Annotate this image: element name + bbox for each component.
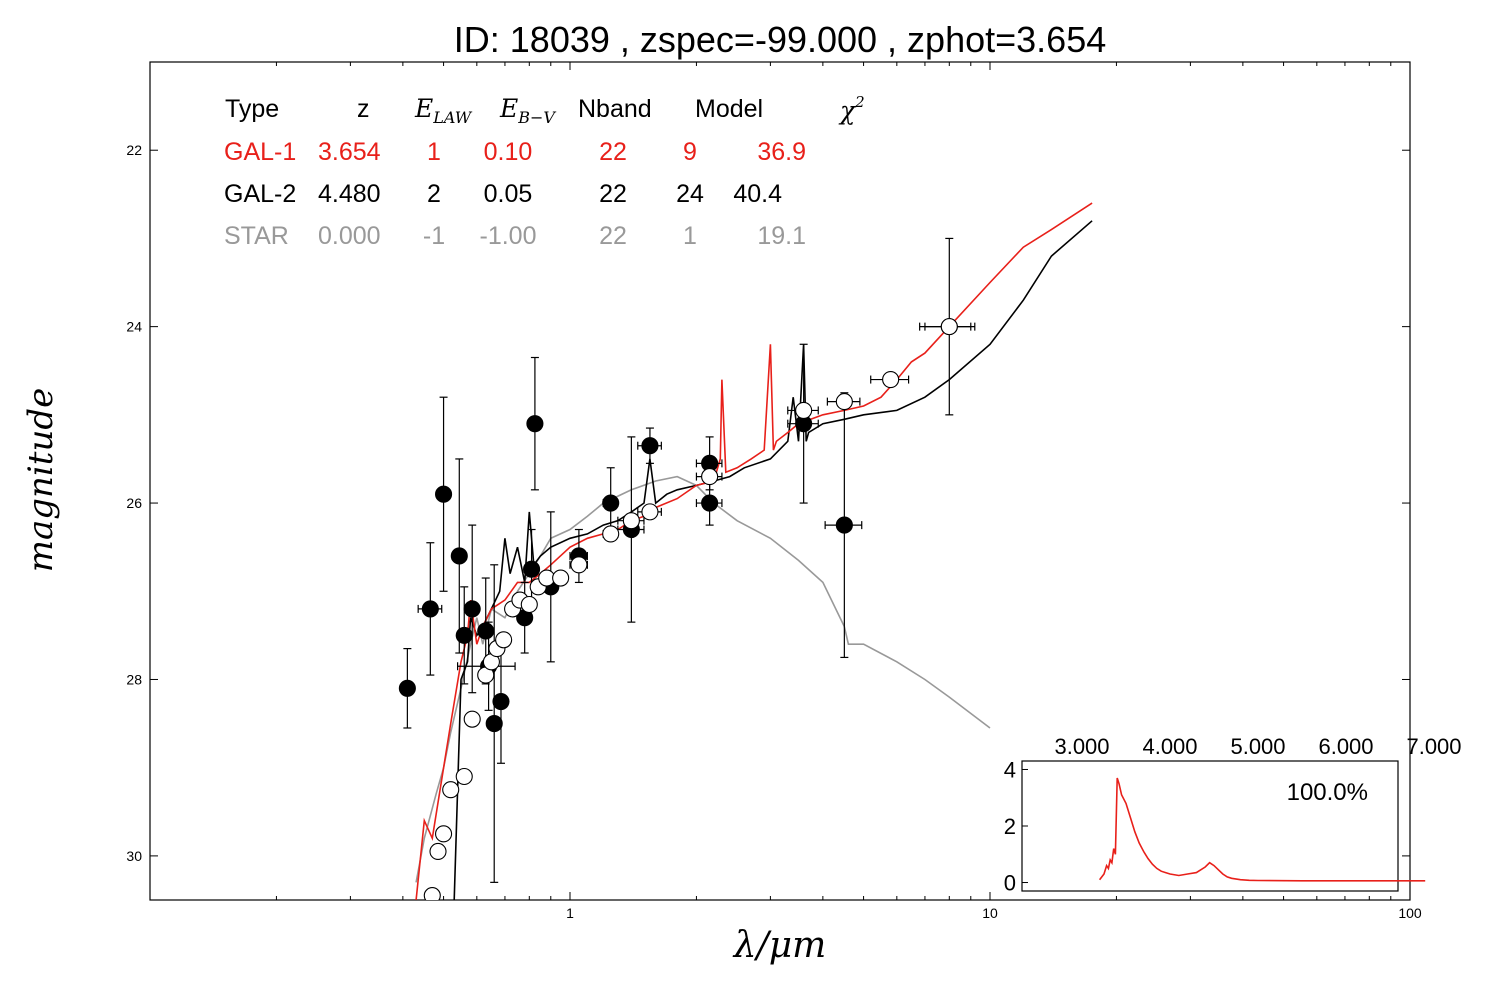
- observed-point-filled-21: [824, 392, 863, 659]
- observed-point-open-12: [520, 595, 538, 614]
- observed-point-filled-2: [435, 396, 453, 592]
- table-cell-chi2: 19.1: [757, 222, 806, 250]
- table-header-z: z: [357, 95, 370, 123]
- observed-point-open-1: [429, 842, 447, 861]
- table-cell-ebv: 0.05: [484, 180, 533, 208]
- y-tick-label: 28: [126, 671, 142, 687]
- inset-x-tick-label: 7.000: [1406, 734, 1461, 759]
- table-header-model: Model: [695, 95, 763, 123]
- observed-point-open-18: [617, 512, 645, 530]
- main-plot-frame: [149, 61, 1411, 901]
- inset-y-tick-label: 4: [1004, 757, 1016, 782]
- observed-point-open-20: [695, 468, 723, 486]
- observed-point-filled-3: [450, 458, 468, 654]
- observed-point-open-5: [463, 710, 481, 728]
- observed-point-filled-1: [417, 542, 443, 676]
- y-tick-label: 26: [126, 495, 142, 511]
- table-cell-nband: 22: [599, 222, 627, 250]
- x-tick-label: 1: [566, 905, 574, 921]
- table-header-type: Type: [225, 95, 279, 123]
- table-cell-elaw: 1: [427, 138, 441, 166]
- table-header-elaw: ELAW: [414, 94, 473, 127]
- gal1-model-line: [415, 202, 1093, 900]
- table-cell-nband: 22: [599, 138, 627, 166]
- table-cell-elaw: -1: [423, 222, 445, 250]
- y-axis-label: magnitude: [21, 388, 61, 573]
- inset-y-tick-label: 0: [1004, 871, 1016, 896]
- table-cell-ebv: 0.10: [484, 138, 533, 166]
- table-cell-z: 4.480: [318, 180, 381, 208]
- inset-x-tick-label: 6.000: [1318, 734, 1373, 759]
- inset-x-tick-label: 3.000: [1054, 734, 1109, 759]
- observed-point-open-9: [495, 631, 513, 649]
- table-cell-chi2: 40.4: [733, 180, 782, 208]
- inset-background: [1022, 761, 1398, 891]
- x-tick-label: 100: [1398, 905, 1422, 921]
- observed-point-filled-9: [492, 639, 510, 764]
- y-tick-label: 30: [126, 848, 142, 864]
- inset-y-tick-label: 2: [1004, 814, 1016, 839]
- table-cell-ebv: -1.00: [480, 222, 537, 250]
- observed-point-open-2: [435, 825, 453, 843]
- observed-point-filled-17: [637, 427, 662, 464]
- observed-point-open-21: [787, 401, 819, 419]
- observed-point-open-23: [870, 371, 910, 389]
- inset-percentage: 100.0%: [1287, 779, 1368, 806]
- observed-point-filled-16: [617, 436, 645, 623]
- table-header-nband: Nband: [578, 95, 652, 123]
- observed-point-filled-10: [516, 581, 534, 654]
- table-cell-nband: 22: [599, 180, 627, 208]
- chart-title: ID: 18039 , zspec=-99.000 , zphot=3.654: [454, 19, 1106, 60]
- inset-pdf-line: [1098, 777, 1426, 882]
- observed-point-open-3: [442, 781, 460, 799]
- observed-point-open-16: [569, 556, 588, 574]
- gal2-model-line: [453, 220, 1093, 900]
- table-cell-type: STAR: [224, 222, 289, 250]
- x-axis-label: λ/μm: [732, 925, 826, 966]
- observed-point-open-4: [455, 767, 473, 786]
- observed-point-filled-11: [523, 528, 541, 610]
- table-cell-chi2: 36.9: [757, 138, 806, 166]
- x-tick-label: 10: [982, 905, 998, 921]
- table-cell-model: 1: [683, 222, 697, 250]
- observed-point-open-0: [423, 887, 441, 900]
- table-cell-type: GAL-2: [224, 180, 296, 208]
- observed-point-open-24: [924, 318, 972, 336]
- y-tick-label: 22: [126, 142, 142, 158]
- observed-point-open-19: [637, 503, 662, 521]
- observed-point-filled-12: [526, 356, 544, 491]
- table-cell-type: GAL-1: [224, 138, 296, 166]
- observed-point-filled-8: [485, 564, 503, 883]
- fit-table: Type z ELAW EB−V Nband Model χ2 GAL-1 3.6…: [224, 93, 865, 250]
- table-cell-elaw: 2: [427, 180, 441, 208]
- y-tick-label: 24: [126, 319, 142, 335]
- table-cell-z: 3.654: [318, 138, 381, 166]
- table-cell-model: 9: [683, 138, 697, 166]
- table-cell-z: 0.000: [318, 222, 381, 250]
- table-cell-model: 24: [676, 180, 704, 208]
- inset-x-tick-label: 4.000: [1142, 734, 1197, 759]
- inset-x-tick-label: 5.000: [1230, 734, 1285, 759]
- observed-point-open-17: [602, 525, 620, 543]
- observed-point-filled-0: [398, 647, 416, 729]
- observed-point-filled-5: [463, 524, 481, 694]
- observed-point-open-22: [826, 393, 861, 411]
- observed-point-open-15: [552, 569, 570, 587]
